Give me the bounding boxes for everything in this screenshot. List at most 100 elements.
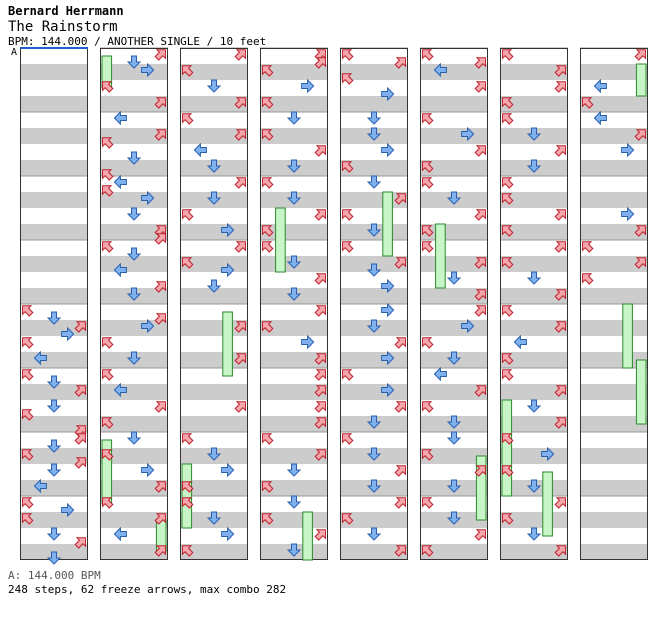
up-left-arrow (422, 49, 434, 61)
center-down-arrow (46, 439, 62, 453)
up-left-arrow (262, 65, 274, 77)
up-right-arrow (74, 385, 86, 397)
up-left-arrow (102, 369, 114, 381)
up-left-arrow (422, 225, 434, 237)
stripe (580, 192, 648, 208)
column-border (420, 48, 488, 560)
up-right-arrow (154, 513, 166, 525)
center-down-arrow (366, 175, 382, 189)
up-right-arrow (634, 257, 646, 269)
up-right-arrow (554, 81, 566, 93)
up-left-arrow (182, 209, 194, 221)
up-right-arrow (234, 129, 246, 141)
center-down-arrow (446, 271, 462, 285)
stripe (260, 320, 328, 336)
freeze-arrow (382, 191, 393, 257)
up-right-arrow (314, 273, 326, 285)
center-down-arrow (286, 159, 302, 173)
up-left-arrow (502, 97, 514, 109)
center-down-arrow (526, 127, 542, 141)
up-left-arrow (502, 49, 514, 61)
right-arrow (141, 62, 155, 78)
left-arrow (593, 110, 607, 126)
up-right-arrow (394, 57, 406, 69)
left-arrow (113, 110, 127, 126)
up-left-arrow (102, 449, 114, 461)
up-right-arrow (234, 241, 246, 253)
up-left-arrow (502, 433, 514, 445)
freeze-arrow (622, 303, 633, 369)
center-down-arrow (446, 511, 462, 525)
up-left-arrow (182, 481, 194, 493)
stripe (180, 544, 248, 560)
up-left-arrow (102, 337, 114, 349)
up-left-arrow (582, 273, 594, 285)
up-left-arrow (342, 241, 354, 253)
stripe (20, 384, 88, 400)
up-left-arrow (342, 433, 354, 445)
left-arrow (113, 382, 127, 398)
left-arrow (433, 366, 447, 382)
stripe (340, 288, 408, 304)
stripe (420, 320, 488, 336)
song-title: The Rainstorm (8, 19, 118, 35)
up-left-arrow (22, 497, 34, 509)
up-left-arrow (422, 545, 434, 557)
left-arrow (33, 478, 47, 494)
up-left-arrow (22, 449, 34, 461)
left-arrow (513, 334, 527, 350)
stripe (580, 64, 648, 80)
stripe (260, 64, 328, 80)
right-arrow (381, 350, 395, 366)
stripe (20, 352, 88, 368)
up-left-arrow (422, 497, 434, 509)
up-left-arrow (262, 129, 274, 141)
stripe (500, 288, 568, 304)
stripe (180, 96, 248, 112)
right-arrow (381, 86, 395, 102)
stripe (500, 384, 568, 400)
up-right-arrow (394, 193, 406, 205)
up-left-arrow (262, 513, 274, 525)
up-right-arrow (234, 49, 246, 61)
center-down-arrow (46, 551, 62, 565)
up-right-arrow (74, 457, 86, 469)
center-down-arrow (206, 159, 222, 173)
stripe (500, 192, 568, 208)
up-left-arrow (422, 449, 434, 461)
stripe (500, 544, 568, 560)
left-arrow (33, 350, 47, 366)
stripe (100, 544, 168, 560)
up-right-arrow (234, 321, 246, 333)
center-down-arrow (126, 287, 142, 301)
stripe (340, 384, 408, 400)
stripe (420, 384, 488, 400)
left-arrow (593, 78, 607, 94)
right-arrow (381, 278, 395, 294)
right-arrow (221, 526, 235, 542)
up-right-arrow (394, 545, 406, 557)
up-right-arrow (554, 289, 566, 301)
stripe (500, 352, 568, 368)
stripe (420, 288, 488, 304)
up-left-arrow (502, 513, 514, 525)
stripe (100, 384, 168, 400)
stripe (580, 256, 648, 272)
up-right-arrow (154, 281, 166, 293)
stripe (500, 64, 568, 80)
freeze-arrow (475, 455, 487, 521)
center-down-arrow (206, 191, 222, 205)
up-left-arrow (422, 161, 434, 173)
up-right-arrow (394, 465, 406, 477)
center-down-arrow (366, 415, 382, 429)
up-left-arrow (502, 225, 514, 237)
stripe (580, 480, 648, 496)
up-right-arrow (314, 305, 326, 317)
up-left-arrow (102, 417, 114, 429)
up-left-arrow (262, 321, 274, 333)
up-left-arrow (182, 433, 194, 445)
up-right-arrow (74, 537, 86, 549)
up-right-arrow (314, 209, 326, 221)
up-right-arrow (154, 401, 166, 413)
up-right-arrow (634, 49, 646, 61)
